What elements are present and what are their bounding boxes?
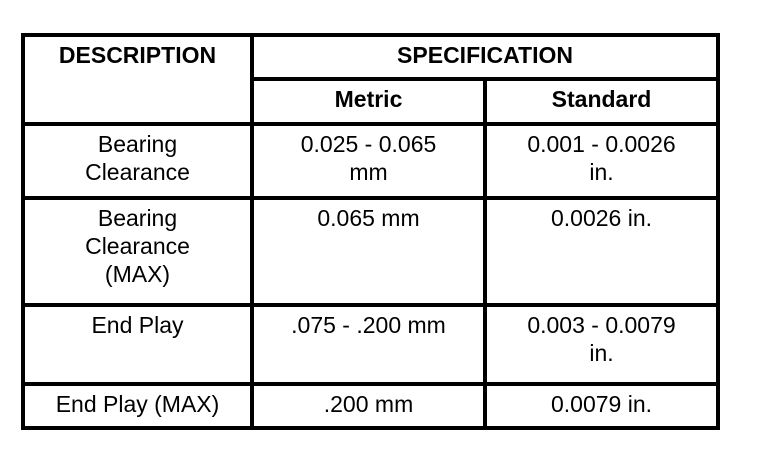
cell-metric: 0.065 mm xyxy=(250,196,487,307)
cell-metric: .075 - .200 mm xyxy=(250,303,487,386)
cell-description: Bearing Clearance xyxy=(21,122,254,200)
cell-description: End Play xyxy=(21,303,254,386)
cell-description: Bearing Clearance (MAX) xyxy=(21,196,254,307)
table-row: End Play (MAX) .200 mm 0.0079 in. xyxy=(21,382,721,430)
cell-standard: 0.003 - 0.0079 in. xyxy=(482,303,721,386)
cell-standard: 0.0079 in. xyxy=(482,382,721,430)
cell-standard: 0.0026 in. xyxy=(482,196,721,307)
column-header-specification: SPECIFICATION xyxy=(249,33,721,81)
column-subheader-metric: Metric xyxy=(250,77,487,126)
cell-description: End Play (MAX) xyxy=(21,382,254,430)
specification-table: DESCRIPTION SPECIFICATION Metric Standar… xyxy=(21,33,721,430)
column-header-description: DESCRIPTION xyxy=(21,33,254,126)
table-row: Bearing Clearance (MAX) 0.065 mm 0.0026 … xyxy=(21,196,721,307)
table-row: End Play .075 - .200 mm 0.003 - 0.0079 i… xyxy=(21,303,721,386)
table-row: Bearing Clearance 0.025 - 0.065 mm 0.001… xyxy=(21,122,721,200)
column-subheader-standard: Standard xyxy=(482,77,721,126)
cell-metric: 0.025 - 0.065 mm xyxy=(250,122,487,200)
cell-standard: 0.001 - 0.0026 in. xyxy=(482,122,721,200)
cell-metric: .200 mm xyxy=(250,382,487,430)
